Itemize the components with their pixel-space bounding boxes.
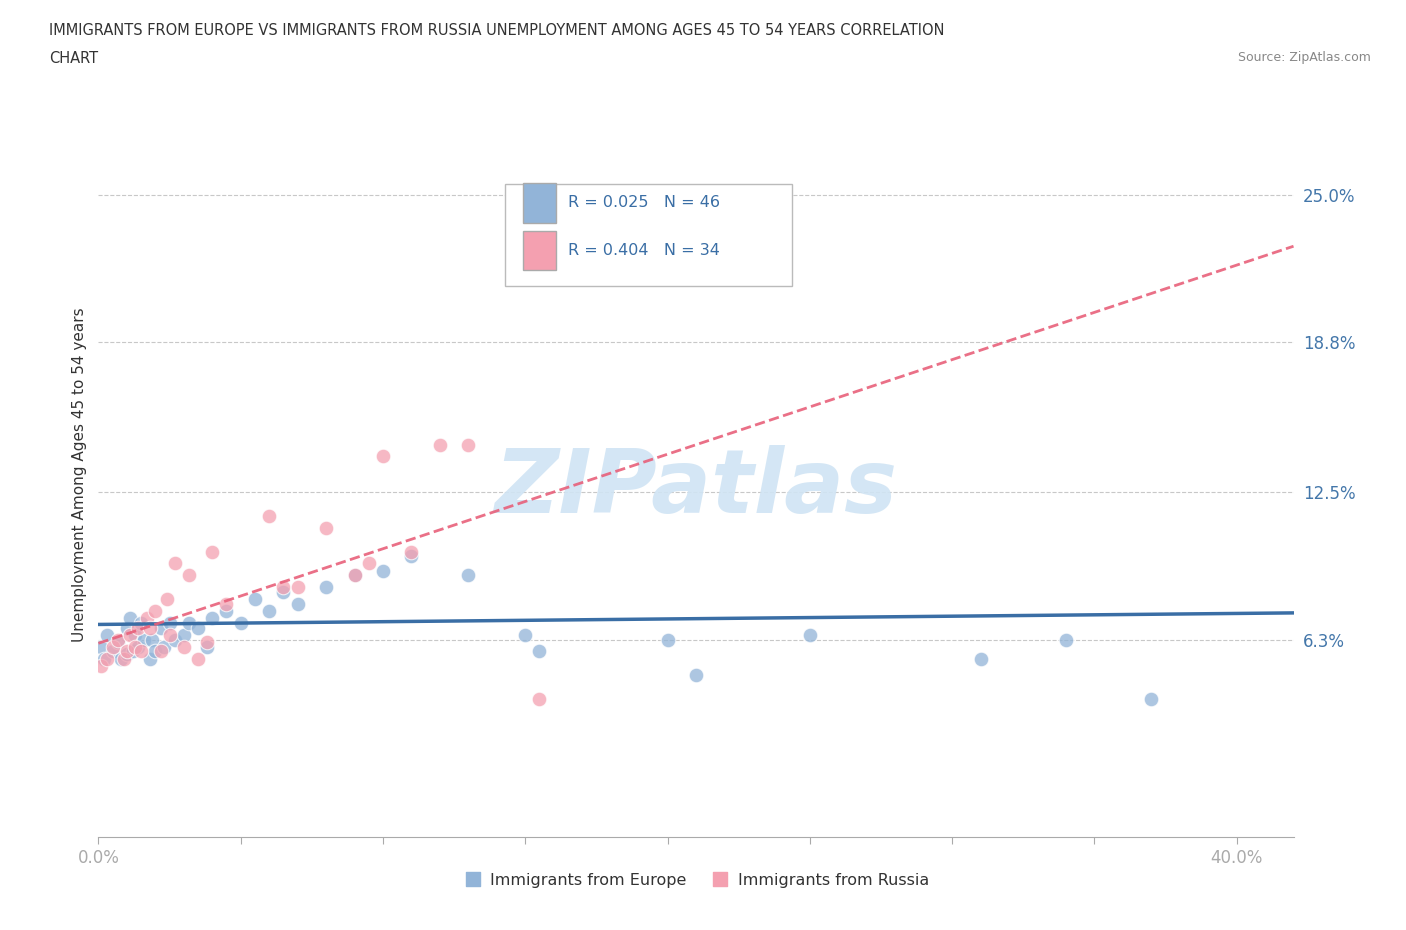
Point: [107, 632, 129, 647]
Point: [371, 449, 394, 464]
Point: [165, 632, 187, 647]
Point: [115, 644, 138, 659]
Point: [229, 616, 252, 631]
Point: [150, 644, 173, 659]
Point: [129, 616, 152, 631]
Point: [195, 639, 218, 654]
Point: [112, 651, 135, 666]
Point: [138, 651, 160, 666]
Point: [96, 651, 118, 666]
Point: [90, 639, 112, 654]
Point: [127, 620, 149, 635]
Point: [215, 596, 238, 611]
Point: [118, 628, 141, 643]
Point: [187, 651, 209, 666]
Point: [165, 556, 187, 571]
Point: [529, 644, 551, 659]
Point: [143, 604, 166, 618]
Point: [401, 549, 423, 564]
Text: R = 0.025   N = 46: R = 0.025 N = 46: [568, 195, 720, 210]
Point: [101, 644, 124, 659]
Point: [273, 579, 295, 594]
Point: [529, 692, 551, 707]
Point: [657, 632, 679, 647]
Point: [115, 620, 138, 635]
Point: [143, 644, 166, 659]
Point: [343, 568, 366, 583]
Point: [135, 611, 157, 626]
Point: [457, 568, 479, 583]
Point: [179, 568, 201, 583]
Text: IMMIGRANTS FROM EUROPE VS IMMIGRANTS FROM RUSSIA UNEMPLOYMENT AMONG AGES 45 TO 5: IMMIGRANTS FROM EUROPE VS IMMIGRANTS FRO…: [49, 23, 945, 38]
Point: [159, 628, 181, 643]
Point: [969, 651, 991, 666]
Text: Source: ZipAtlas.com: Source: ZipAtlas.com: [1237, 51, 1371, 64]
Point: [173, 639, 195, 654]
Point: [287, 579, 309, 594]
Text: CHART: CHART: [49, 51, 98, 66]
Point: [121, 644, 143, 659]
Point: [107, 634, 129, 649]
Point: [401, 544, 423, 559]
Point: [187, 620, 209, 635]
Point: [357, 556, 380, 571]
Point: [799, 628, 821, 643]
Point: [195, 634, 218, 649]
Point: [93, 651, 115, 666]
Point: [287, 596, 309, 611]
FancyBboxPatch shape: [523, 183, 557, 222]
Point: [685, 668, 707, 683]
Point: [315, 579, 337, 594]
Y-axis label: Unemployment Among Ages 45 to 54 years: Unemployment Among Ages 45 to 54 years: [72, 307, 87, 642]
Text: R = 0.404   N = 34: R = 0.404 N = 34: [568, 243, 720, 258]
Point: [371, 564, 394, 578]
Point: [215, 604, 238, 618]
Point: [90, 658, 112, 673]
Point: [159, 616, 181, 631]
Point: [315, 521, 337, 536]
Point: [132, 632, 155, 647]
Point: [457, 437, 479, 452]
Point: [96, 628, 118, 643]
Point: [150, 620, 173, 635]
Point: [515, 628, 537, 643]
Point: [141, 632, 163, 647]
Point: [173, 628, 195, 643]
Point: [156, 591, 179, 606]
Point: [273, 585, 295, 600]
FancyBboxPatch shape: [505, 184, 792, 286]
Point: [101, 639, 124, 654]
Text: ZIPatlas: ZIPatlas: [495, 445, 897, 532]
Point: [257, 604, 280, 618]
Point: [201, 611, 224, 626]
Point: [138, 620, 160, 635]
Point: [429, 437, 451, 452]
Point: [118, 611, 141, 626]
Point: [529, 259, 551, 273]
Point: [201, 544, 224, 559]
Point: [153, 639, 176, 654]
Point: [115, 646, 138, 661]
Point: [179, 616, 201, 631]
Point: [124, 639, 146, 654]
Point: [1054, 632, 1077, 647]
Point: [343, 568, 366, 583]
Legend: Immigrants from Europe, Immigrants from Russia: Immigrants from Europe, Immigrants from …: [457, 865, 935, 895]
FancyBboxPatch shape: [523, 231, 557, 271]
Point: [243, 591, 266, 606]
Point: [110, 651, 132, 666]
Point: [124, 628, 146, 643]
Point: [127, 639, 149, 654]
Point: [129, 644, 152, 659]
Point: [257, 509, 280, 524]
Point: [1140, 692, 1163, 707]
